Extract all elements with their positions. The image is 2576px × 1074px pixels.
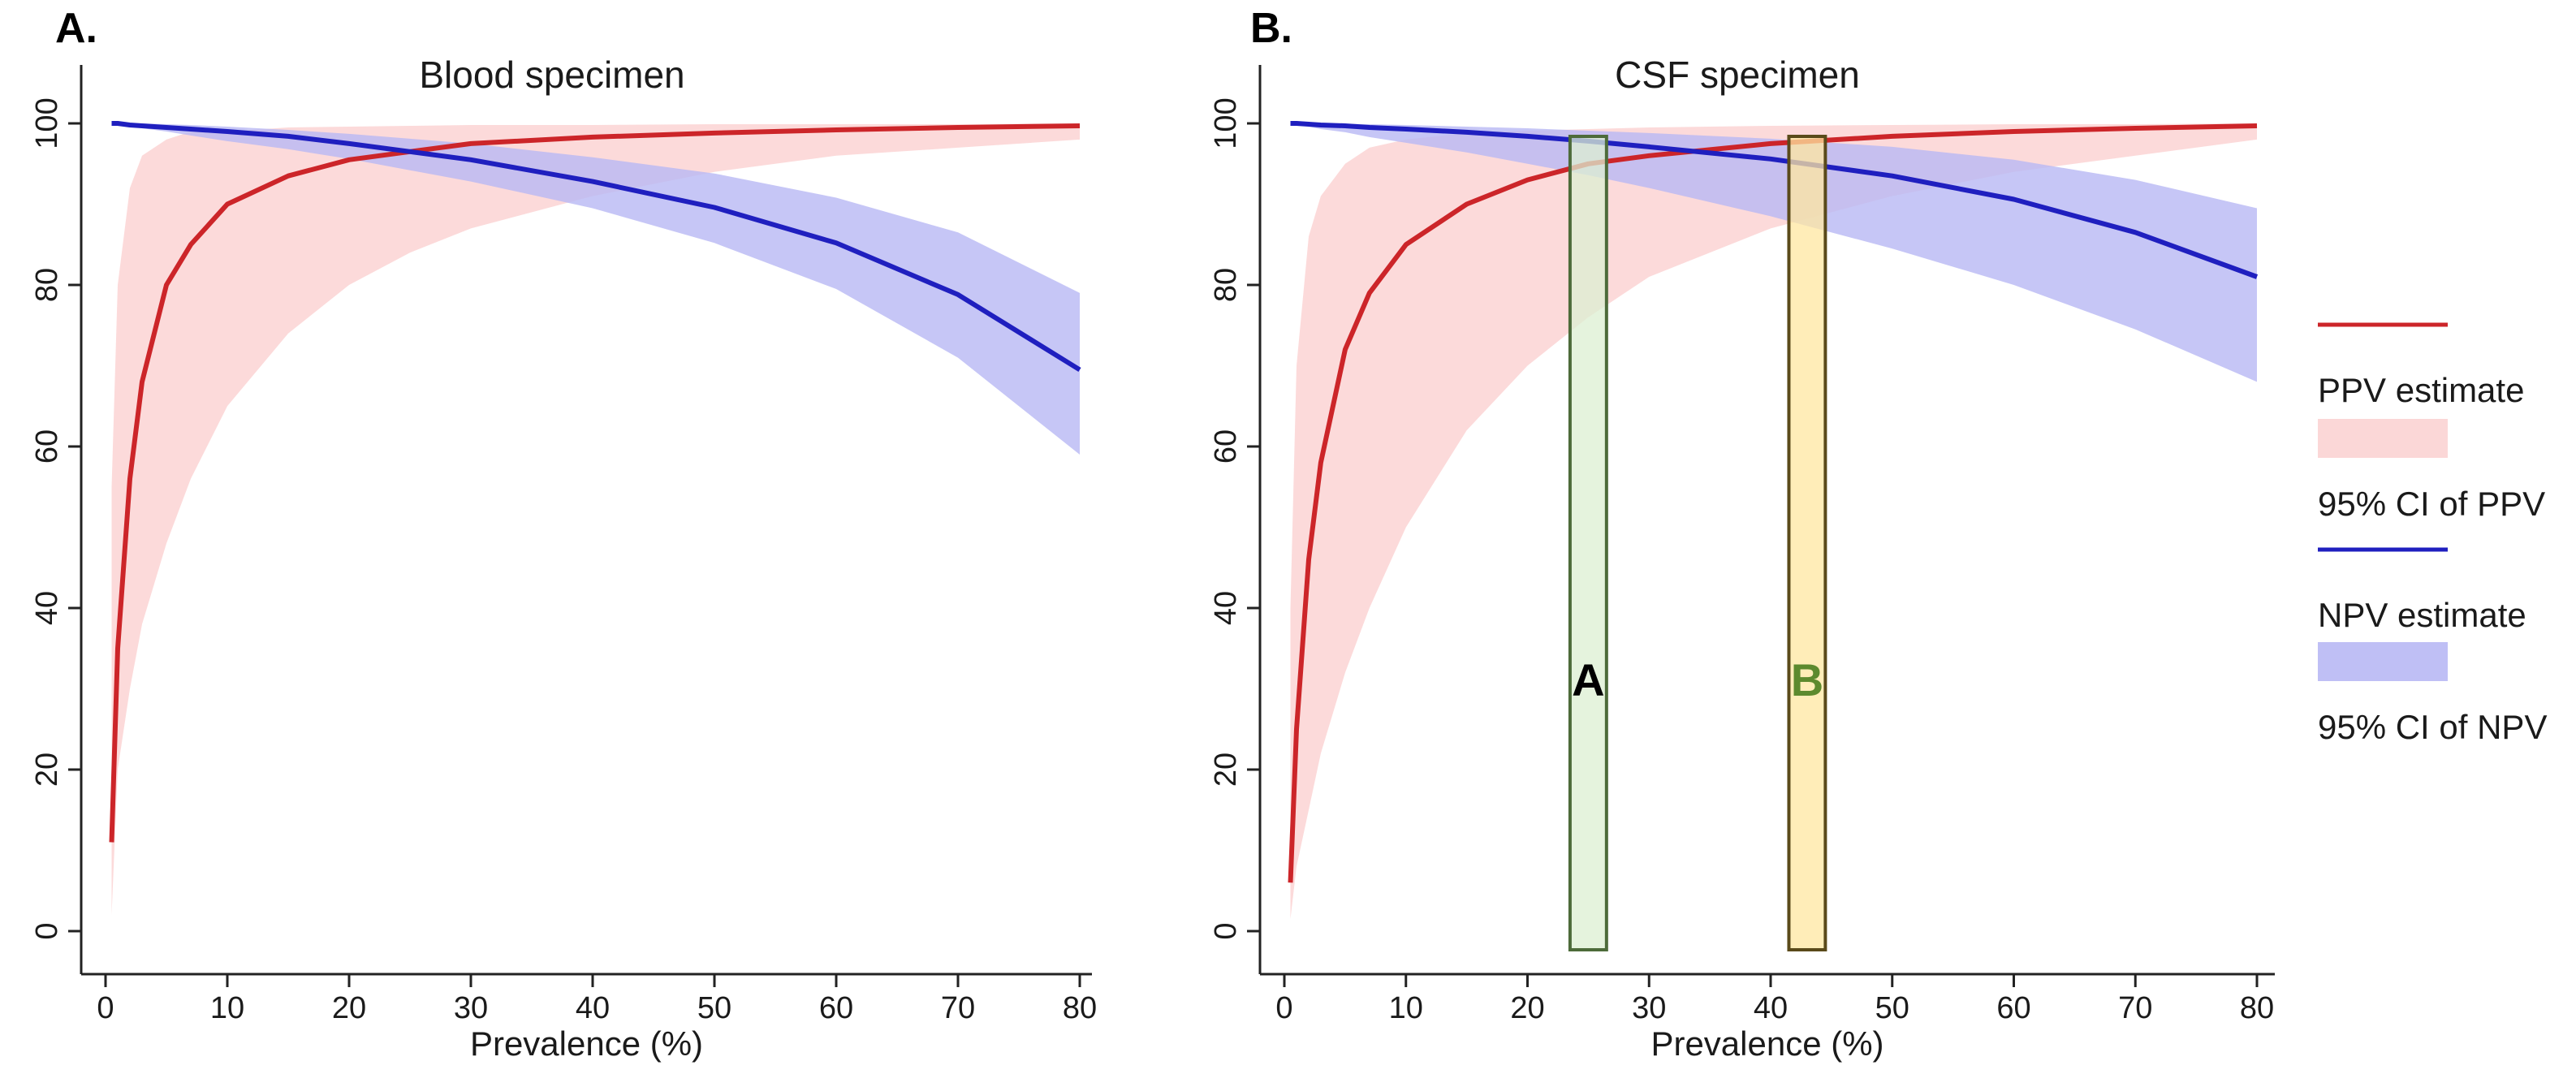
y-tick-label: 100 [30, 97, 64, 149]
y-tick-label: 80 [30, 268, 64, 302]
y-tick-label: 0 [30, 922, 64, 939]
ppv-ci-band [1290, 123, 2257, 920]
panel-b: B. CSF specimen 0 20 40 60 80 100 0 10 20 30 40 50 60 7… [1209, 5, 2275, 1063]
legend-label: 95% CI of NPV [2318, 708, 2547, 746]
y-tick-label: 40 [30, 591, 64, 625]
npv-ci-band [1290, 123, 2257, 382]
x-tick-label: 10 [1389, 991, 1423, 1025]
legend: PPV estimate 95% CI of PPV NPV estimate 95%… [2318, 322, 2547, 746]
ppv-ci-band [111, 123, 1080, 916]
ppv-estimate-line [109, 123, 1081, 843]
npv-estimate-line [1290, 121, 2259, 279]
chart-title: CSF specimen [1615, 54, 1860, 96]
annotation-band-b [1787, 135, 1827, 951]
x-tick-label: 20 [332, 991, 366, 1025]
x-tick-label: 70 [941, 991, 975, 1025]
y-tick-label: 80 [1209, 268, 1243, 302]
npv-ci-band [111, 123, 1080, 455]
x-tick-label: 40 [1754, 991, 1788, 1025]
y-tick-label: 20 [1209, 753, 1243, 787]
x-axis-label: Prevalence (%) [470, 1024, 703, 1063]
ppv-estimate-line [1288, 123, 2258, 883]
panel-letter: B. [1250, 5, 1292, 52]
x-tick-label: 60 [819, 991, 853, 1025]
x-tick-label: 10 [210, 991, 244, 1025]
annotation-band-a [1568, 135, 1608, 951]
annotation-label-a: A [1572, 654, 1604, 705]
x-tick-label: 60 [1996, 991, 2030, 1025]
panel-letter: A. [55, 5, 97, 52]
x-tick-label: 80 [1063, 991, 1097, 1025]
annotation-label-b: B [1791, 654, 1823, 705]
x-tick-label: 30 [1632, 991, 1666, 1025]
npv-estimate-line [111, 121, 1081, 373]
x-tick-label: 50 [1875, 991, 1909, 1025]
x-tick-label: 70 [2118, 991, 2152, 1025]
y-tick-label: 40 [1209, 591, 1243, 625]
x-tick-label: 20 [1510, 991, 1544, 1025]
x-axis-label: Prevalence (%) [1650, 1024, 1883, 1063]
x-tick-label: 0 [1275, 991, 1292, 1025]
x-tick-label: 50 [697, 991, 731, 1025]
y-tick-label: 60 [1209, 429, 1243, 464]
y-tick-label: 100 [1209, 97, 1243, 149]
legend-swatch-band [2318, 419, 2448, 458]
legend-label: PPV estimate [2318, 371, 2524, 409]
y-tick-label: 60 [30, 429, 64, 464]
x-tick-label: 40 [576, 991, 610, 1025]
legend-label: NPV estimate [2318, 596, 2526, 634]
x-tick-label: 0 [97, 991, 114, 1025]
chart-title: Blood specimen [419, 54, 684, 96]
y-tick-label: 0 [1209, 922, 1243, 939]
x-tick-label: 80 [2240, 991, 2274, 1025]
panel-a: A. Blood specimen 0 20 40 60 80 100 0 10 20 30 40 50 6… [30, 5, 1097, 1063]
legend-label: 95% CI of PPV [2318, 485, 2545, 523]
legend-swatch-band [2318, 642, 2448, 681]
y-tick-label: 20 [30, 753, 64, 787]
x-tick-label: 30 [454, 991, 488, 1025]
